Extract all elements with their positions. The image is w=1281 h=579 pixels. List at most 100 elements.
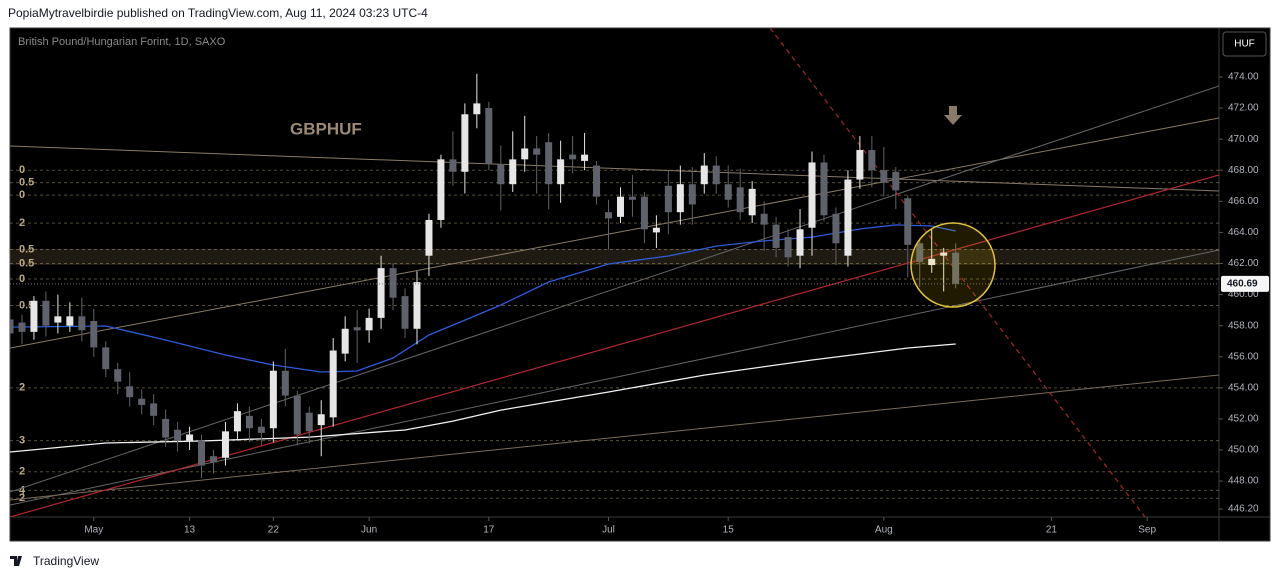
candle-body	[461, 114, 469, 172]
y-tick-label: 450.00	[1228, 445, 1259, 456]
candle-body	[640, 196, 648, 230]
candle-body	[784, 237, 792, 258]
y-tick-label: 462.00	[1228, 258, 1259, 269]
trend-line	[10, 374, 1219, 501]
x-tick-label: Jun	[361, 525, 377, 536]
level-label: 3	[19, 435, 25, 447]
x-tick-label: 17	[483, 525, 495, 536]
candle-body	[628, 196, 636, 200]
currency-button-box[interactable]	[1222, 31, 1267, 57]
last-price-box	[1221, 275, 1269, 292]
candle-body	[820, 162, 828, 216]
candle-body	[952, 252, 960, 284]
candle-body	[521, 148, 529, 160]
level-label: 0.5	[19, 177, 34, 189]
candle-body	[221, 431, 229, 458]
candle-body	[66, 316, 74, 326]
candle-body	[724, 184, 732, 200]
candle-body	[652, 227, 660, 233]
candle-body	[186, 434, 194, 441]
level-label: 2	[19, 217, 25, 229]
x-tick-label: 22	[268, 525, 280, 536]
level-label: 2	[19, 382, 25, 394]
candle-body	[796, 229, 804, 256]
y-tick-label: 458.00	[1228, 320, 1259, 331]
candle-body	[533, 148, 541, 155]
trend-line	[10, 249, 1219, 506]
moving-average	[10, 224, 956, 373]
candle-body	[557, 159, 565, 185]
candle-body	[293, 395, 301, 435]
candle-body	[485, 108, 493, 165]
y-tick-label: 464.00	[1228, 227, 1259, 238]
candle-body	[688, 184, 696, 205]
candle-body	[497, 164, 505, 185]
candle-body	[269, 370, 277, 429]
y-tick-label: 448.00	[1228, 476, 1259, 487]
axes: 474.00 472.00 470.00 468.00 466.00 464.00 462.…	[84, 72, 1259, 536]
currency-button[interactable]: HUF	[1222, 31, 1267, 57]
candle-body	[736, 187, 744, 213]
candle-body	[317, 414, 325, 426]
currency-label[interactable]: HUF	[1234, 39, 1255, 50]
x-tick-label: Aug	[875, 525, 893, 536]
x-tick-label: Jul	[602, 525, 615, 536]
candle-body	[353, 327, 361, 331]
candle-body	[329, 350, 337, 418]
level-label: 0	[19, 189, 25, 201]
level-label: 0.5	[19, 243, 34, 255]
level-label: 2	[19, 492, 25, 504]
highlight-circle	[910, 222, 996, 308]
y-tick-label: 470.00	[1228, 134, 1259, 145]
chart-frame	[9, 27, 1271, 542]
candle-body	[18, 322, 26, 332]
candles	[10, 73, 960, 478]
chart-title: British Pound/Hungarian Forint, 1D, SAXO	[18, 36, 226, 48]
candle-body	[305, 412, 313, 432]
candle-body	[473, 103, 481, 115]
candle-body	[748, 188, 756, 216]
candle-body	[509, 159, 517, 185]
trend-line	[10, 145, 1219, 192]
candle-body	[42, 300, 50, 326]
x-tick-label: 21	[1046, 525, 1058, 536]
candle-body	[904, 198, 912, 245]
y-tick-label: 468.00	[1228, 165, 1259, 176]
y-tick-label: 466.00	[1228, 196, 1259, 207]
candle-body	[341, 328, 349, 354]
y-tick-label: 446.20	[1228, 504, 1259, 515]
candle-body	[281, 370, 289, 396]
candle-body	[377, 268, 385, 318]
highlight	[910, 106, 996, 308]
candle-body	[138, 398, 146, 405]
candle-body	[102, 347, 110, 370]
y-tick-label: 452.00	[1228, 414, 1259, 425]
x-tick-label: May	[84, 525, 103, 536]
candle-body	[832, 213, 840, 244]
candle-body	[257, 426, 265, 433]
candle-body	[10, 319, 14, 334]
candle-body	[712, 165, 720, 185]
moving-average	[10, 343, 956, 453]
candle-body	[569, 154, 577, 160]
candle-body	[425, 219, 433, 256]
candle-body	[676, 184, 684, 213]
trend-line	[10, 117, 1219, 349]
candle-body	[868, 150, 876, 171]
candle-body	[605, 212, 613, 219]
candle-body	[928, 258, 936, 266]
y-tick-label: 474.00	[1228, 72, 1259, 83]
candle-body	[198, 440, 206, 466]
last-price-label: 460.69	[1227, 278, 1258, 289]
x-tick-label: Sep	[1138, 525, 1156, 536]
candle-body	[174, 429, 182, 441]
x-tick-label: 15	[723, 525, 735, 536]
candle-body	[856, 150, 864, 180]
candle-body	[940, 252, 948, 256]
candle-body	[162, 418, 170, 438]
candle-body	[437, 159, 445, 220]
brand: TradingView	[10, 554, 99, 568]
candle-body	[449, 159, 457, 172]
